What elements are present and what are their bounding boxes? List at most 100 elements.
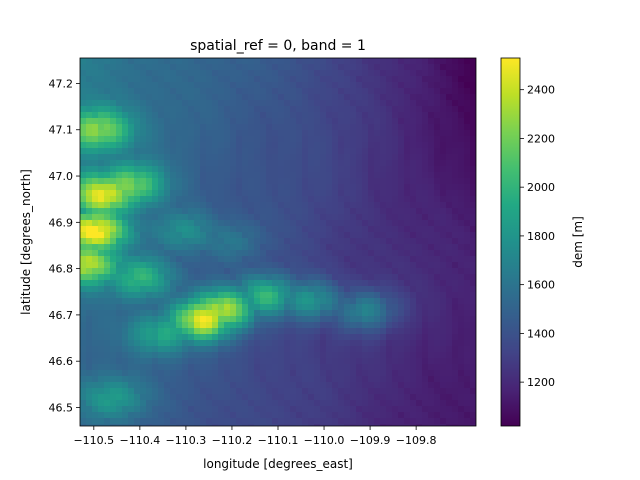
heatmap-cell (206, 400, 213, 407)
heatmap-cell (446, 340, 453, 347)
heatmap-cell (404, 172, 411, 179)
heatmap-cell (326, 382, 333, 389)
heatmap-cell (428, 286, 435, 293)
heatmap-cell (362, 310, 369, 317)
heatmap-cell (86, 172, 93, 179)
heatmap-cell (308, 226, 315, 233)
heatmap-cell (188, 340, 195, 347)
heatmap-cell (404, 112, 411, 119)
heatmap-cell (224, 70, 231, 77)
heatmap-cell (398, 106, 405, 113)
heatmap-cell (140, 400, 147, 407)
heatmap-cell (470, 424, 476, 426)
heatmap-cell (218, 238, 225, 245)
heatmap-cell (140, 406, 147, 413)
heatmap-cell (434, 340, 441, 347)
heatmap-cell (422, 214, 429, 221)
heatmap-cell (110, 190, 117, 197)
heatmap-cell (332, 256, 339, 263)
heatmap-cell (260, 208, 267, 215)
heatmap-cell (212, 106, 219, 113)
heatmap-cell (308, 106, 315, 113)
heatmap-cell (110, 400, 117, 407)
heatmap-cell (248, 136, 255, 143)
heatmap-cell (350, 70, 357, 77)
heatmap-cell (356, 160, 363, 167)
heatmap-cell (242, 340, 249, 347)
heatmap-cell (206, 274, 213, 281)
heatmap-cell (254, 274, 261, 281)
heatmap-cell (254, 298, 261, 305)
heatmap-cell (212, 322, 219, 329)
heatmap-cell (194, 370, 201, 377)
heatmap-cell (386, 298, 393, 305)
heatmap-cell (296, 274, 303, 281)
heatmap-cell (134, 346, 141, 353)
heatmap-cell (422, 226, 429, 233)
heatmap-cell (392, 328, 399, 335)
heatmap-cell (380, 346, 387, 353)
heatmap-cell (218, 172, 225, 179)
heatmap-cell (266, 382, 273, 389)
heatmap-cell (434, 406, 441, 413)
heatmap-cell (206, 280, 213, 287)
heatmap-cell (314, 238, 321, 245)
heatmap-cell (212, 190, 219, 197)
heatmap-cell (254, 226, 261, 233)
heatmap-cell (158, 166, 165, 173)
heatmap-cell (146, 226, 153, 233)
heatmap-cell (374, 214, 381, 221)
heatmap-cell (116, 394, 123, 401)
heatmap-cell (284, 100, 291, 107)
heatmap-cell (338, 214, 345, 221)
heatmap-cell (332, 130, 339, 137)
heatmap-cell (218, 340, 225, 347)
heatmap-cell (140, 112, 147, 119)
heatmap-cell (398, 274, 405, 281)
heatmap-cell (230, 244, 237, 251)
heatmap-cell (272, 124, 279, 131)
heatmap-cell (392, 346, 399, 353)
heatmap-cell (194, 142, 201, 149)
heatmap-cell (92, 400, 99, 407)
heatmap-cell (80, 154, 87, 161)
heatmap-cell (188, 64, 195, 71)
heatmap-cell (374, 184, 381, 191)
heatmap-cell (206, 328, 213, 335)
heatmap-cell (248, 100, 255, 107)
heatmap-cell (452, 190, 459, 197)
heatmap-cell (356, 280, 363, 287)
heatmap-cell (428, 262, 435, 269)
heatmap-cell (86, 388, 93, 395)
heatmap-cell (464, 388, 471, 395)
heatmap-cell (206, 58, 213, 65)
heatmap-cell (422, 64, 429, 71)
heatmap-cell (422, 424, 429, 426)
heatmap-cell (200, 70, 207, 77)
heatmap-cell (260, 250, 267, 257)
heatmap-cell (308, 202, 315, 209)
heatmap-cell (218, 142, 225, 149)
heatmap-cell (314, 274, 321, 281)
heatmap-cell (176, 190, 183, 197)
heatmap-cell (308, 136, 315, 143)
heatmap-cell (440, 274, 447, 281)
heatmap-cell (86, 124, 93, 131)
heatmap-cell (116, 424, 123, 426)
heatmap-cell (146, 100, 153, 107)
heatmap-cell (392, 394, 399, 401)
heatmap-cell (392, 94, 399, 101)
heatmap-cell (326, 88, 333, 95)
heatmap-cell (332, 346, 339, 353)
heatmap-cell (164, 244, 171, 251)
heatmap-cell (104, 100, 111, 107)
heatmap-cell (86, 214, 93, 221)
heatmap-cell (314, 118, 321, 125)
heatmap-cell (152, 208, 159, 215)
heatmap-cell (404, 82, 411, 89)
heatmap-cell (308, 256, 315, 263)
heatmap-cell (140, 334, 147, 341)
heatmap-cell (98, 412, 105, 419)
heatmap-cell (212, 346, 219, 353)
heatmap-cell (194, 256, 201, 263)
